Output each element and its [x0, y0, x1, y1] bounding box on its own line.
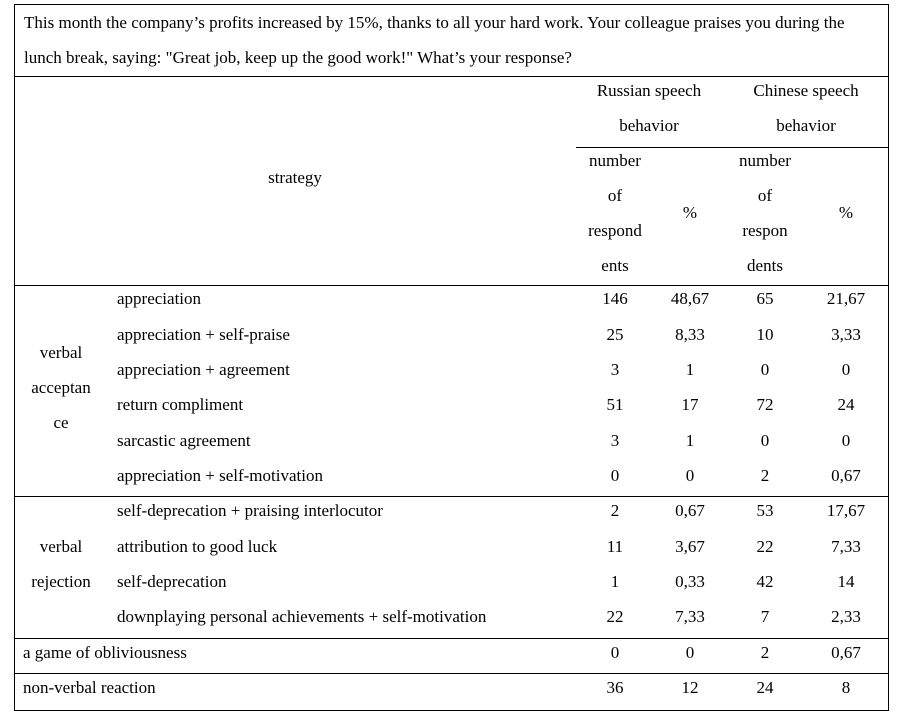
header-ru-number-2: of [607, 186, 623, 205]
cell-zh-number: 2 [760, 643, 770, 662]
cell-strategy: non-verbal reaction [23, 678, 156, 697]
group-acceptance-line-3: ce [53, 413, 69, 432]
cell-strategy: sarcastic agreement [117, 431, 251, 450]
header-zh-number-1: number [739, 151, 791, 170]
header-ru-number-3: respond [588, 221, 642, 240]
rule-below-header [14, 285, 889, 286]
cell-zh-percent: 17,67 [826, 501, 866, 520]
cell-zh-percent: 21,67 [826, 289, 866, 308]
group-verbal-acceptance: verbal acceptan ce [14, 335, 108, 440]
cell-ru-number: 3 [610, 431, 620, 450]
table-border [14, 4, 889, 711]
cell-strategy: self-deprecation [117, 572, 227, 591]
header-russian-line-2: behavior [619, 116, 679, 135]
cell-ru-percent: 7,33 [675, 607, 705, 626]
cell-zh-number: 0 [760, 431, 770, 450]
cell-zh-percent: 8 [841, 678, 851, 697]
cell-ru-percent: 3,67 [675, 537, 705, 556]
group-acceptance-line-2: acceptan [31, 378, 91, 397]
cell-strategy: appreciation + self-praise [117, 325, 290, 344]
header-zh-number-2: of [757, 186, 773, 205]
cell-ru-percent: 0,67 [675, 501, 705, 520]
header-ru-percent: % [682, 203, 698, 222]
rule-below-question [14, 76, 889, 77]
cell-strategy: appreciation [117, 289, 202, 308]
cell-zh-number: 7 [760, 607, 770, 626]
cell-strategy: a game of obliviousness [23, 643, 187, 662]
cell-ru-number: 3 [610, 360, 620, 379]
header-ru-number-1: number [589, 151, 641, 170]
cell-zh-percent: 0 [841, 431, 851, 450]
cell-ru-percent: 0 [685, 643, 695, 662]
cell-zh-percent: 0 [841, 360, 851, 379]
cell-zh-number: 53 [756, 501, 774, 520]
cell-ru-percent: 1 [685, 431, 695, 450]
header-zh-percent: % [838, 203, 854, 222]
cell-strategy: attribution to good luck [117, 537, 278, 556]
header-chinese-line-1: Chinese speech [753, 81, 859, 100]
group-acceptance-line-1: verbal [39, 343, 83, 362]
cell-ru-number: 2 [610, 501, 620, 520]
rule-below-rejection [14, 638, 889, 639]
cell-ru-percent: 12 [681, 678, 699, 697]
header-strategy: strategy [268, 168, 322, 187]
cell-ru-number: 25 [606, 325, 624, 344]
rule-below-acceptance [14, 496, 889, 497]
question-text: This month the company’s profits increas… [24, 13, 845, 67]
cell-strategy: self-deprecation + praising interlocutor [117, 501, 383, 520]
header-chinese-line-2: behavior [776, 116, 836, 135]
group-rejection-line-2: rejection [31, 572, 91, 591]
cell-zh-percent: 0,67 [831, 466, 861, 485]
cell-zh-number: 72 [756, 395, 774, 414]
cell-zh-percent: 3,33 [831, 325, 861, 344]
cell-ru-percent: 48,67 [670, 289, 710, 308]
cell-zh-percent: 0,67 [831, 643, 861, 662]
cell-zh-percent: 14 [837, 572, 855, 591]
cell-ru-number: 0 [610, 643, 620, 662]
header-russian-line-1: Russian speech [596, 81, 702, 100]
cell-ru-percent: 8,33 [675, 325, 705, 344]
header-ru-number-4: ents [601, 256, 629, 275]
cell-ru-percent: 0,33 [675, 572, 705, 591]
cell-ru-number: 36 [606, 678, 624, 697]
header-zh-number-4: dents [747, 256, 783, 275]
cell-strategy: return compliment [117, 395, 244, 414]
cell-ru-number: 22 [606, 607, 624, 626]
cell-zh-percent: 7,33 [831, 537, 861, 556]
cell-ru-percent: 1 [685, 360, 695, 379]
cell-strategy: appreciation + agreement [117, 360, 290, 379]
cell-strategy: appreciation + self-motivation [117, 466, 323, 485]
cell-zh-number: 10 [756, 325, 774, 344]
cell-ru-number: 1 [610, 572, 620, 591]
cell-zh-number: 42 [756, 572, 774, 591]
cell-ru-number: 0 [610, 466, 620, 485]
cell-ru-number: 146 [602, 289, 628, 308]
cell-zh-percent: 2,33 [831, 607, 861, 626]
cell-zh-percent: 24 [837, 395, 855, 414]
cell-ru-percent: 0 [685, 466, 695, 485]
cell-zh-number: 2 [760, 466, 770, 485]
group-verbal-rejection: verbal rejection [14, 529, 108, 599]
header-zh-number-3: respon [742, 221, 788, 240]
rule-below-group-header [576, 147, 889, 148]
cell-ru-number: 11 [606, 537, 624, 556]
cell-ru-number: 51 [606, 395, 624, 414]
cell-zh-number: 0 [760, 360, 770, 379]
cell-zh-number: 24 [756, 678, 774, 697]
rule-below-oblivious [14, 673, 889, 674]
cell-zh-number: 22 [756, 537, 774, 556]
group-rejection-line-1: verbal [39, 537, 83, 556]
cell-zh-number: 65 [756, 289, 774, 308]
cell-strategy: downplaying personal achievements + self… [117, 607, 487, 626]
cell-ru-percent: 17 [681, 395, 699, 414]
